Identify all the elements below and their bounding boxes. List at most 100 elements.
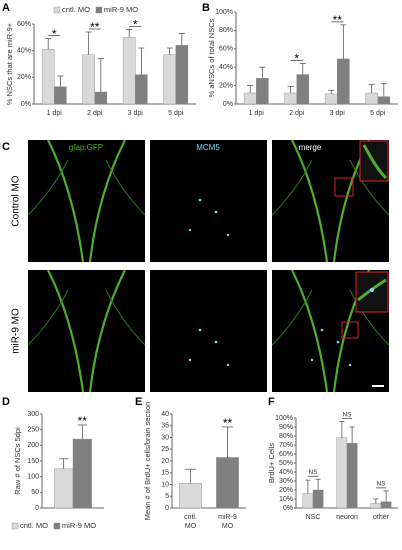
bar (54, 86, 67, 105)
bar (370, 503, 382, 509)
y-tick-label: 0 (35, 505, 39, 512)
y-tick-label: 100% (215, 9, 233, 16)
row-label: Control MO (11, 175, 22, 226)
x-tick-label: miR-9 MO (218, 514, 237, 530)
image (28, 270, 145, 392)
bar (324, 93, 338, 105)
bar (243, 92, 257, 105)
y-tick-label: 35 (161, 423, 169, 430)
bar (284, 92, 297, 105)
y-tick-label: 150 (27, 458, 39, 465)
bar (365, 92, 378, 105)
x-tick-label: 1 dpi (249, 110, 265, 117)
y-tick-label: 90% (279, 424, 293, 431)
x-tick-label: 5 dpi (370, 110, 386, 117)
y-tick-label: 5 (165, 493, 169, 500)
y-tick-label: 250 (27, 427, 39, 434)
bar (296, 74, 310, 105)
y-tick-label: 200 (27, 442, 39, 449)
panel-label: D (2, 396, 10, 408)
legend-label: cntl. MO (20, 521, 48, 530)
bar (346, 443, 358, 509)
y-axis-label: BrdU+ Cells (267, 443, 276, 483)
legend-swatch (11, 522, 19, 530)
bar (337, 58, 350, 105)
bar (82, 54, 95, 105)
y-tick-label: 40% (17, 48, 31, 55)
y-tick-label: 70% (279, 442, 293, 449)
y-tick-label: 40 (161, 411, 169, 418)
y-axis-label: % aNSCs of total NSCs (207, 18, 216, 97)
bar (216, 457, 239, 509)
bar (336, 437, 348, 509)
y-tick-label: 40% (279, 469, 293, 476)
image (150, 140, 267, 262)
image (28, 140, 145, 262)
legend-label: cntl. MO (62, 5, 90, 14)
significance: * (133, 18, 138, 32)
bar (179, 483, 202, 509)
y-tick-label: 25 (161, 446, 169, 453)
y-tick-label: 10 (161, 481, 169, 488)
row-label: miR-9 MO (11, 308, 22, 354)
y-tick-label: 50% (279, 460, 293, 467)
panel-label: F (268, 396, 275, 408)
bar (302, 493, 314, 509)
x-tick-label: neuron (336, 514, 358, 521)
y-tick-label: 20% (17, 74, 31, 81)
y-tick-label: 20% (279, 487, 293, 494)
y-tick-label: 30 (161, 434, 169, 441)
x-tick-label: 5 dpi (168, 110, 184, 117)
x-tick-label: NSC (306, 514, 321, 521)
legend-swatch (53, 522, 61, 530)
bar (380, 501, 392, 509)
y-tick-label: 10% (279, 496, 293, 503)
panel-label: C (2, 141, 10, 153)
y-tick-label: 20 (161, 458, 169, 465)
significance: NS (308, 469, 318, 476)
panel-label: E (135, 396, 142, 408)
significance: * (294, 52, 299, 66)
y-tick-label: 60% (279, 451, 293, 458)
bar (312, 489, 324, 509)
y-axis-label: % NSCs that are miR-9+ (5, 22, 14, 105)
y-tick-label: 80% (279, 433, 293, 440)
x-tick-label: 2 dpi (87, 110, 103, 117)
y-tick-label: 0% (223, 101, 233, 108)
legend-label: miR-9 MO (62, 521, 96, 530)
legend-label: miR-9 MO (104, 5, 138, 14)
y-tick-label: 50 (31, 489, 39, 496)
significance: ** (78, 414, 88, 428)
bar (175, 45, 189, 105)
y-tick-label: 15 (161, 470, 169, 477)
image-title: MCM5 (196, 143, 220, 152)
y-tick-label: 0% (283, 505, 293, 512)
significance: NS (376, 481, 386, 488)
image (150, 270, 267, 392)
significance: ** (90, 20, 100, 34)
y-tick-label: 20% (219, 82, 233, 89)
bar (122, 37, 136, 105)
significance: * (52, 27, 57, 41)
bar (72, 438, 92, 509)
bar (163, 54, 176, 105)
inset-box (334, 177, 354, 197)
panel-label: A (2, 2, 10, 14)
y-tick-label: 100% (275, 415, 293, 422)
image-title: merge (299, 143, 322, 152)
bar (54, 468, 74, 509)
bar (41, 49, 55, 105)
y-tick-label: 40% (219, 64, 233, 71)
y-tick-label: 0 (165, 505, 169, 512)
legend-swatch (53, 6, 61, 14)
y-tick-label: 100 (27, 474, 39, 481)
x-tick-label: 1 dpi (47, 110, 63, 117)
y-tick-label: 0% (21, 101, 31, 108)
y-tick-label: 60% (17, 21, 31, 28)
y-tick-label: 60% (219, 46, 233, 53)
y-axis-label: Raw # of NSCs 5dpi (13, 427, 22, 495)
image-title: gfap:GFP (69, 143, 103, 152)
significance: NS (342, 411, 352, 418)
significance: ** (333, 13, 343, 27)
